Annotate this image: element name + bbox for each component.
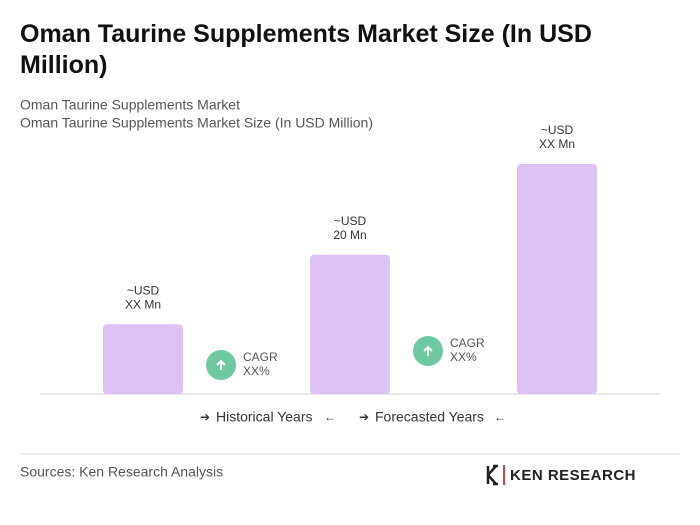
- cagr-arrow: [216, 359, 226, 370]
- cagr-arrow: [423, 345, 433, 356]
- cagr-label: CAGR: [450, 336, 485, 350]
- period-label: Forecasted Years: [375, 409, 484, 425]
- bar: [310, 254, 390, 394]
- value-label: ~USD: [127, 283, 160, 297]
- subtitle: Oman Taurine Supplements Market Size (In…: [20, 115, 373, 131]
- chart-title: Oman Taurine Supplements Market Size (In…: [20, 20, 592, 79]
- bar: [103, 324, 183, 394]
- logo-icon: [486, 464, 498, 486]
- cagr-label: XX%: [243, 364, 270, 378]
- value-label: ~USD: [541, 123, 574, 137]
- value-label: XX Mn: [125, 297, 161, 311]
- period-label: Historical Years: [216, 409, 313, 425]
- cagr-label: XX%: [450, 350, 477, 364]
- value-label: XX Mn: [539, 137, 575, 151]
- value-label: ~USD: [334, 214, 367, 228]
- value-label: 20 Mn: [333, 228, 366, 242]
- subtitle: Oman Taurine Supplements Market: [20, 97, 240, 113]
- cagr-label: CAGR: [243, 350, 278, 364]
- period-arrow: ←: [324, 410, 336, 424]
- logo: KEN RESEARCH: [486, 464, 636, 486]
- bar: [517, 164, 597, 394]
- period-arrow: ➔: [359, 410, 369, 424]
- period-arrow: ←: [494, 410, 506, 424]
- source: Sources: Ken Research Analysis: [20, 464, 223, 480]
- logo-text: KEN RESEARCH: [510, 467, 636, 484]
- period-arrow: ➔: [200, 410, 210, 424]
